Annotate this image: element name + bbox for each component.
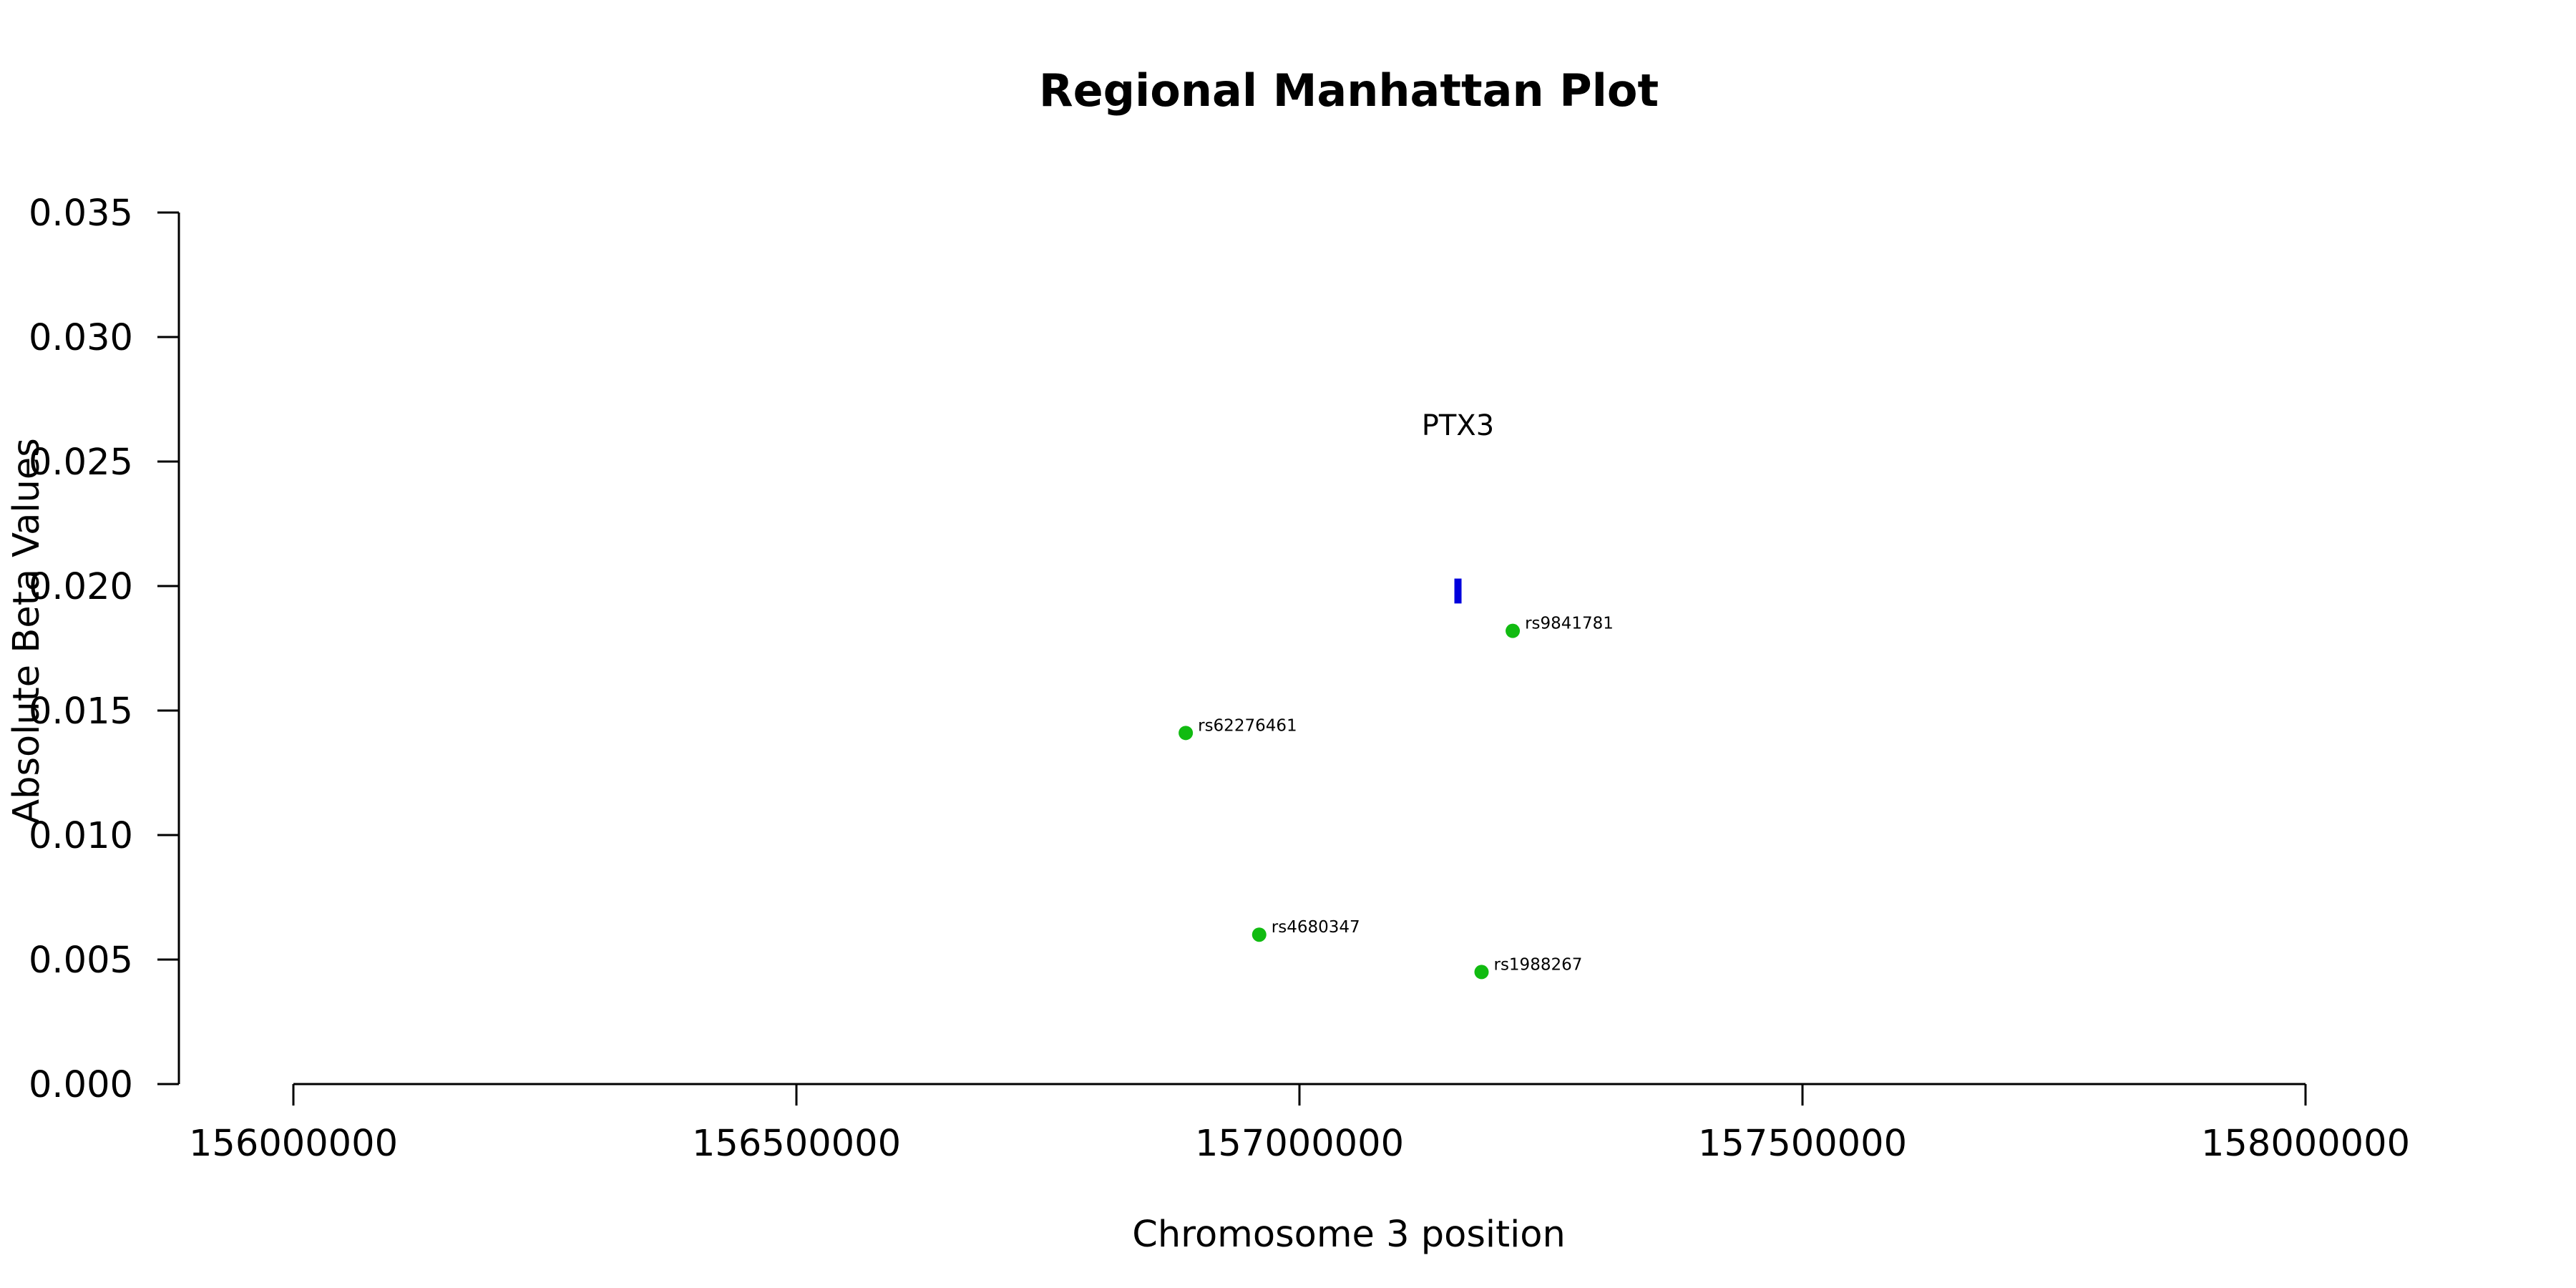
snp-label: rs1988267 (1493, 955, 1582, 974)
y-tick-label: 0.010 (29, 815, 133, 857)
snp-points: rs62276461 rs9841781 rs4680347 rs1988267 (1179, 615, 1614, 980)
snp-label: rs4680347 (1272, 918, 1360, 937)
gene-bar-ptx3 (1454, 578, 1462, 604)
y-tick-label: 0.015 (29, 691, 133, 733)
snp-label: rs62276461 (1198, 716, 1297, 735)
snp-label: rs9841781 (1525, 615, 1614, 633)
y-tick-label: 0.020 (29, 566, 133, 608)
y-tick-label: 0.035 (29, 192, 133, 235)
y-tick-label: 0.000 (29, 1064, 133, 1106)
y-axis-label: Absolute Beta Values (6, 438, 48, 824)
snp-point (1474, 965, 1489, 980)
y-tick-label: 0.005 (29, 940, 133, 982)
snp-point (1506, 623, 1521, 638)
x-axis: 156000000 156500000 157000000 157500000 1580… (189, 1083, 2410, 1165)
gene-label: PTX3 (1422, 409, 1494, 442)
x-axis-label: Chromosome 3 position (1132, 1214, 1566, 1256)
gene-track: PTX3 (1422, 409, 1494, 604)
x-tick-label: 158000000 (2201, 1123, 2410, 1165)
snp-point (1179, 726, 1194, 741)
x-tick-label: 157500000 (1698, 1123, 1907, 1165)
y-tick-label: 0.025 (29, 441, 133, 484)
x-tick-label: 157000000 (1195, 1123, 1404, 1165)
x-tick-label: 156500000 (692, 1123, 901, 1165)
y-tick-label: 0.030 (29, 317, 133, 359)
y-axis: 0.000 0.005 0.010 0.015 0.020 0.025 0.030 0.035 (29, 192, 180, 1106)
x-tick-label: 156000000 (189, 1123, 398, 1165)
snp-point (1252, 927, 1267, 942)
chart-title: Regional Manhattan Plot (1039, 64, 1659, 117)
